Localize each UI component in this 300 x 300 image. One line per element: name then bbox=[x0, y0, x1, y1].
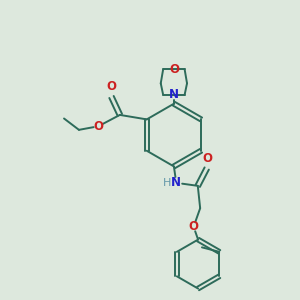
Text: N: N bbox=[171, 176, 181, 189]
Text: H: H bbox=[163, 178, 171, 188]
Text: O: O bbox=[106, 80, 116, 93]
Text: O: O bbox=[202, 152, 212, 165]
Text: O: O bbox=[189, 220, 199, 233]
Text: N: N bbox=[169, 88, 179, 101]
Text: O: O bbox=[169, 63, 179, 76]
Text: O: O bbox=[93, 120, 103, 133]
